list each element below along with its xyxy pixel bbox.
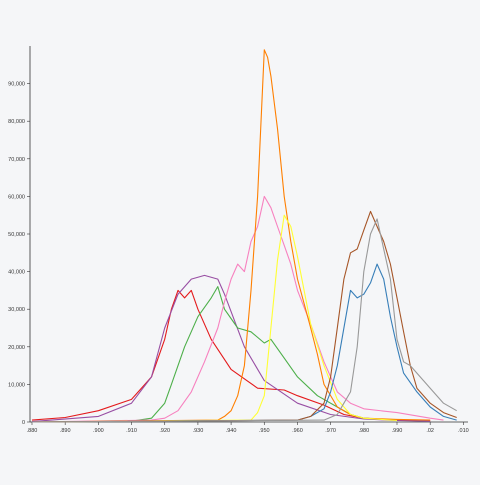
- y-tick-label: 30,000: [8, 307, 25, 313]
- y-tick-label: 40,000: [8, 270, 25, 276]
- x-tick-label: .970: [325, 428, 336, 434]
- series-line-3: [31, 286, 398, 423]
- series-line-1: [31, 289, 431, 422]
- x-tick-label: .900: [93, 428, 104, 434]
- x-tick-label: .02: [426, 428, 434, 434]
- series-line-6: [31, 214, 398, 423]
- x-tick-label: .940: [226, 428, 237, 434]
- x-tick-label: .950: [259, 428, 270, 434]
- x-tick-label: .010: [458, 428, 469, 434]
- series-line-8: [31, 210, 457, 423]
- y-tick-label: 80,000: [8, 119, 25, 125]
- y-tick-label: 50,000: [8, 232, 25, 238]
- x-tick-label: .980: [358, 428, 369, 434]
- series-line-5: [31, 49, 431, 423]
- y-tick-label: 20,000: [8, 345, 25, 351]
- y-tick-label: 0: [22, 420, 25, 426]
- x-tick-label: .910: [126, 428, 137, 434]
- series-line-2: [31, 274, 431, 423]
- x-tick-label: .920: [159, 428, 170, 434]
- x-tick-label: .890: [60, 428, 71, 434]
- series-line-7: [31, 263, 457, 423]
- y-tick-label: 70,000: [8, 157, 25, 163]
- x-tick-label: .930: [193, 428, 204, 434]
- series-line-4: [31, 195, 444, 423]
- x-tick-label: .990: [392, 428, 403, 434]
- x-tick-label: .960: [292, 428, 303, 434]
- axes: 0 10,000 20,000 30,000 40,000 50,000 60,000 70,…: [8, 46, 469, 434]
- y-tick-label: 60,000: [8, 194, 25, 200]
- x-tick-label: .880: [27, 428, 38, 434]
- y-tick-label: 10,000: [8, 382, 25, 388]
- series-line-9: [31, 218, 457, 423]
- series-layer: [31, 49, 457, 423]
- y-tick-label: 90,000: [8, 82, 25, 88]
